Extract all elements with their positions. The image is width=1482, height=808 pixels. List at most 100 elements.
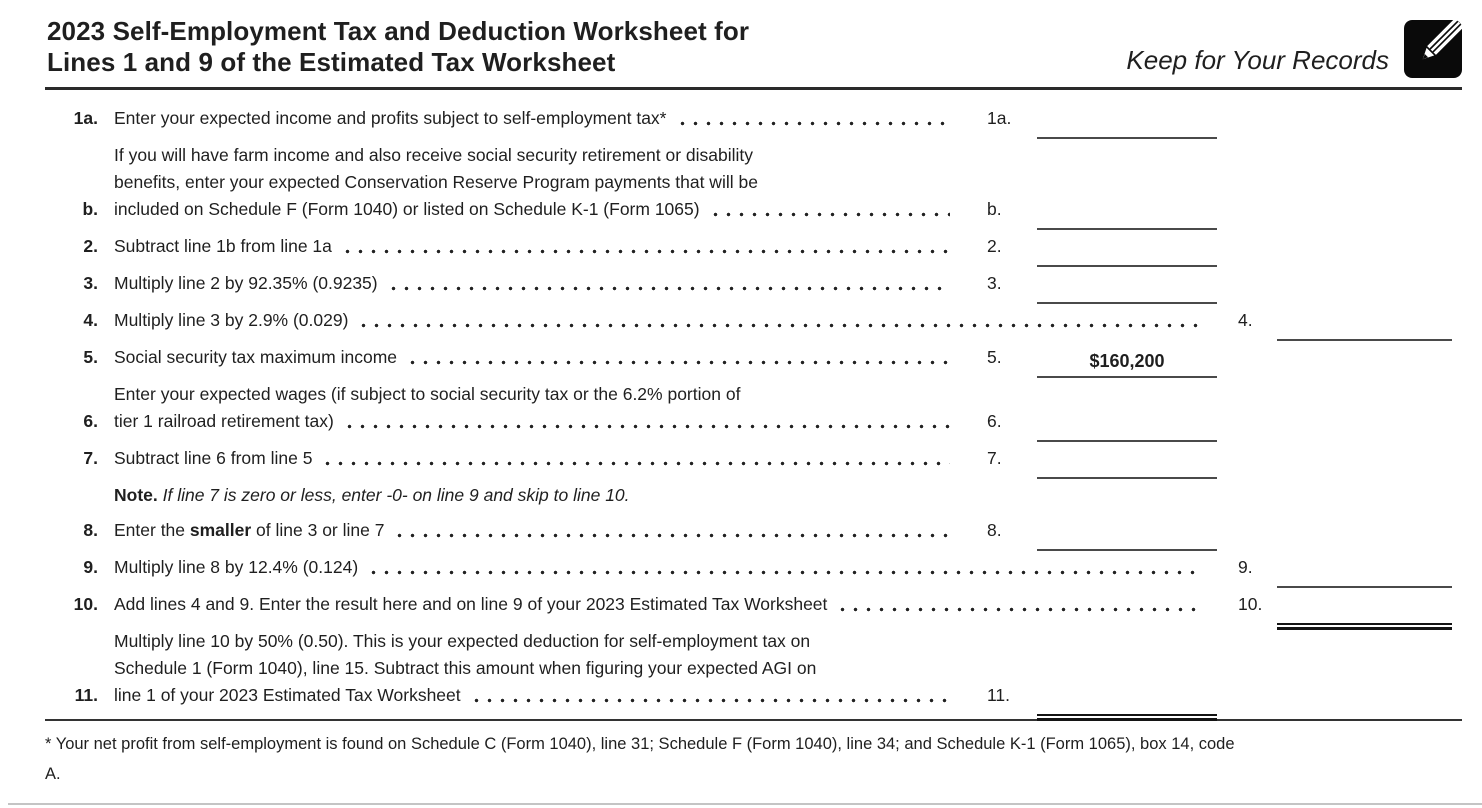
entry-line-number-3: 3. bbox=[987, 273, 1002, 293]
dot-leader bbox=[319, 445, 950, 472]
keep-for-records: Keep for Your Records bbox=[1126, 20, 1462, 78]
entry-field-4 bbox=[1277, 314, 1452, 341]
worksheet-row-5: 5. Social security tax maximum income 5. $1… bbox=[45, 344, 1462, 378]
text-line: benefits, enter your expected Conservati… bbox=[114, 172, 758, 192]
page-title: 2023 Self-Employment Tax and Deduction W… bbox=[47, 16, 749, 78]
line-number-3: 3. bbox=[83, 273, 98, 293]
line-text-9: Multiply line 8 by 12.4% (0.124) bbox=[114, 554, 1200, 581]
line-number-9: 9. bbox=[83, 557, 98, 577]
text-line: tier 1 railroad retirement tax) bbox=[114, 408, 950, 435]
entry-line-number-2: 2. bbox=[987, 236, 1002, 256]
text-line: Multiply line 10 by 50% (0.50). This is … bbox=[114, 631, 811, 651]
entry-field-8 bbox=[1037, 524, 1217, 551]
entry-field-5: $160,200 bbox=[1037, 351, 1217, 378]
worksheet-header: 2023 Self-Employment Tax and Deduction W… bbox=[45, 0, 1462, 87]
footnote-line1: * Your net profit from self-employment i… bbox=[45, 735, 1235, 753]
dot-leader bbox=[384, 270, 950, 297]
line-text-6: Enter your expected wages (if subject to… bbox=[114, 381, 950, 435]
footer-divider bbox=[45, 719, 1462, 721]
text-line: Schedule 1 (Form 1040), line 15. Subtrac… bbox=[114, 658, 817, 678]
dot-leader bbox=[365, 554, 1200, 581]
worksheet-row-2: 2. Subtract line 1b from line 1a 2. bbox=[45, 233, 1462, 267]
line-text-5: Social security tax maximum income bbox=[114, 344, 950, 371]
text-line: Enter the smaller of line 3 or line 7 bbox=[114, 517, 950, 544]
page-edge-line bbox=[8, 803, 1482, 805]
worksheet-row-7: 7. Subtract line 6 from line 5 7. bbox=[45, 445, 1462, 479]
entry-value-5: $160,200 bbox=[1089, 351, 1165, 371]
dot-leader bbox=[673, 105, 950, 132]
entry-line-number-1b: b. bbox=[987, 199, 1002, 219]
entry-field-6 bbox=[1037, 415, 1217, 442]
line-number-1b: b. bbox=[82, 199, 98, 219]
text-line: If you will have farm income and also re… bbox=[114, 145, 754, 165]
entry-line-number-8: 8. bbox=[987, 520, 1002, 540]
dot-leader bbox=[834, 591, 1200, 618]
entry-line-number-7: 7. bbox=[987, 448, 1002, 468]
text-line: Multiply line 3 by 2.9% (0.029) bbox=[114, 307, 1200, 334]
text-line: included on Schedule F (Form 1040) or li… bbox=[114, 196, 950, 223]
line-number-10: 10. bbox=[73, 594, 98, 614]
line-number-11: 11. bbox=[74, 685, 98, 705]
entry-field-1b bbox=[1037, 203, 1217, 230]
dot-leader bbox=[404, 344, 950, 371]
worksheet-row-8: 8. Enter the smaller of line 3 or line 7 8… bbox=[45, 517, 1462, 551]
dot-leader bbox=[340, 408, 950, 435]
entry-field-3 bbox=[1037, 277, 1217, 304]
footnote-line2: A. bbox=[45, 765, 61, 783]
footnote: * Your net profit from self-employment i… bbox=[45, 721, 1462, 789]
text-line: Multiply line 8 by 12.4% (0.124) bbox=[114, 554, 1200, 581]
dot-leader bbox=[338, 233, 950, 260]
line-text-7: Subtract line 6 from line 5 bbox=[114, 445, 950, 472]
dot-leader bbox=[706, 196, 950, 223]
page-title-line1: 2023 Self-Employment Tax and Deduction W… bbox=[47, 16, 750, 46]
text-line: Enter your expected wages (if subject to… bbox=[114, 384, 741, 404]
line-text-10: Add lines 4 and 9. Enter the result here… bbox=[114, 591, 1200, 618]
line-number-4: 4. bbox=[83, 310, 98, 330]
line-text-3: Multiply line 2 by 92.35% (0.9235) bbox=[114, 270, 950, 297]
entry-field-11 bbox=[1037, 689, 1217, 721]
dot-leader bbox=[467, 682, 950, 709]
line-text-1b: If you will have farm income and also re… bbox=[114, 142, 950, 223]
text-line: Multiply line 2 by 92.35% (0.9235) bbox=[114, 270, 950, 297]
header-divider bbox=[45, 87, 1462, 90]
line-number-1a: 1a. bbox=[73, 108, 98, 128]
text-line: Subtract line 6 from line 5 bbox=[114, 445, 950, 472]
text-line: Enter your expected income and profits s… bbox=[114, 105, 950, 132]
line-number-7: 7. bbox=[83, 448, 98, 468]
entry-line-number-1a: 1a. bbox=[987, 108, 1012, 128]
text-line: Subtract line 1b from line 1a bbox=[114, 233, 950, 260]
entry-line-number-10: 10. bbox=[1238, 594, 1263, 614]
entry-line-number-9: 9. bbox=[1238, 557, 1253, 577]
entry-field-7 bbox=[1037, 452, 1217, 479]
line-text-note: Note. If line 7 is zero or less, enter -… bbox=[114, 482, 630, 509]
text-line: line 1 of your 2023 Estimated Tax Worksh… bbox=[114, 682, 950, 709]
pencil-icon bbox=[1404, 20, 1462, 78]
dot-leader bbox=[391, 517, 950, 544]
worksheet-page: 2023 Self-Employment Tax and Deduction W… bbox=[45, 0, 1462, 789]
worksheet-row-note: Note. If line 7 is zero or less, enter -… bbox=[45, 482, 1462, 509]
worksheet-row-1b: b. If you will have farm income and also … bbox=[45, 142, 1462, 230]
line-number-8: 8. bbox=[83, 520, 98, 540]
line-text-1a: Enter your expected income and profits s… bbox=[114, 105, 950, 132]
line-text-4: Multiply line 3 by 2.9% (0.029) bbox=[114, 307, 1200, 334]
worksheet-row-11: 11. Multiply line 10 by 50% (0.50). This … bbox=[45, 628, 1462, 721]
text-line: Social security tax maximum income bbox=[114, 344, 950, 371]
line-number-5: 5. bbox=[83, 347, 98, 367]
line-text-11: Multiply line 10 by 50% (0.50). This is … bbox=[114, 628, 950, 709]
worksheet-row-6: 6. Enter your expected wages (if subject … bbox=[45, 381, 1462, 442]
page-title-line2: Lines 1 and 9 of the Estimated Tax Works… bbox=[47, 47, 616, 77]
entry-line-number-4: 4. bbox=[1238, 310, 1253, 330]
dot-leader bbox=[355, 307, 1200, 334]
worksheet-row-1a: 1a. Enter your expected income and profit… bbox=[45, 105, 1462, 139]
entry-field-9 bbox=[1277, 561, 1452, 588]
entry-line-number-5: 5. bbox=[987, 347, 1002, 367]
worksheet-row-10: 10. Add lines 4 and 9. Enter the result h… bbox=[45, 591, 1462, 630]
entry-line-number-6: 6. bbox=[987, 411, 1002, 431]
keep-for-records-label: Keep for Your Records bbox=[1126, 45, 1389, 75]
entry-field-1a bbox=[1037, 112, 1217, 139]
worksheet-row-3: 3. Multiply line 2 by 92.35% (0.9235) 3. bbox=[45, 270, 1462, 304]
line-text-8: Enter the smaller of line 3 or line 7 bbox=[114, 517, 950, 544]
line-number-6: 6. bbox=[83, 411, 98, 431]
entry-field-2 bbox=[1037, 240, 1217, 267]
line-number-2: 2. bbox=[83, 236, 98, 256]
